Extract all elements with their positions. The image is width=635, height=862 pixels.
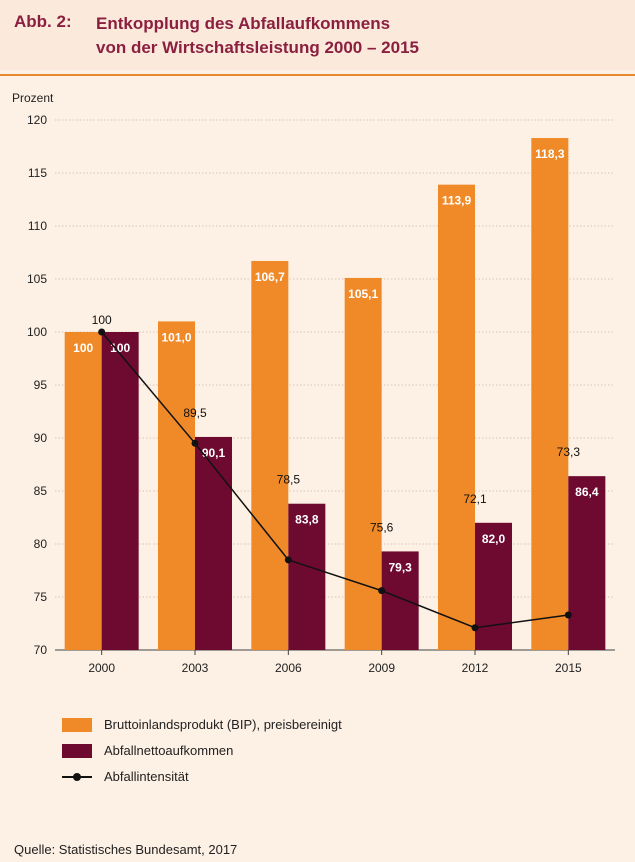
bar-label-bip: 105,1 [348,287,378,301]
title-rule [0,74,635,76]
y-tick-label: 70 [34,643,48,657]
point-intensitaet [378,587,386,595]
point-label-intensitaet: 78,5 [277,473,301,487]
bar-bip [64,332,102,650]
bar-label-bip: 100 [73,341,93,355]
bar-bip [344,277,382,650]
bar-line-chart: Prozent 70 75 80 85 90 95 100 105 110 115 120 2000 10… [12,91,615,675]
bar-bip [531,138,569,650]
legend-label-bip: Bruttoinlandsprodukt (BIP), preisbereini… [104,717,342,732]
bar-label-bip: 118,3 [535,147,565,161]
y-tick-label: 100 [27,325,47,339]
legend-item-bip: Bruttoinlandsprodukt (BIP), preisbereini… [60,712,342,738]
bar-abfall [568,476,606,650]
bar-label-abfall: 100 [110,341,130,355]
point-intensitaet [98,328,106,336]
legend: Bruttoinlandsprodukt (BIP), preisbereini… [60,712,342,790]
bar-abfall [288,503,326,650]
bar-abfall [101,332,139,650]
chart-title-line-2: von der Wirtschaftsleistung 2000 – 2015 [96,38,419,57]
bar-label-abfall: 82,0 [482,532,506,546]
y-tick-label: 90 [34,431,48,445]
bar-abfall [195,436,232,650]
y-tick-label: 105 [27,272,47,286]
header-band [0,0,635,70]
point-label-intensitaet: 89,5 [183,406,207,420]
figure-label: Abb. 2: [14,12,72,31]
point-label-intensitaet: 100 [92,313,112,327]
point-intensitaet [284,556,292,564]
y-tick-label: 95 [34,378,48,392]
bar-abfall [475,522,512,650]
bar-bip [158,321,195,650]
source-note: Quelle: Statistisches Bundesamt, 2017 [14,842,238,857]
x-tick-label: 2000 [88,661,115,675]
bar-label-abfall: 79,3 [388,560,412,574]
chart-title: Entkopplung des Abfallaufkommens von der… [96,12,419,60]
point-label-intensitaet: 73,3 [557,445,581,459]
legend-label-abfall: Abfallnettoaufkommen [104,743,234,758]
legend-line-key [62,773,92,781]
point-label-intensitaet: 75,6 [370,520,394,534]
point-intensitaet [564,611,572,619]
y-tick-label: 110 [28,219,47,233]
bar-abfall [381,551,419,650]
bar-label-abfall: 90,1 [202,446,226,460]
legend-label-intensitaet: Abfallintensität [104,769,189,784]
x-tick-label: 2015 [555,661,582,675]
y-axis-title: Prozent [12,91,54,105]
legend-swatch-abfall [62,744,92,758]
point-intensitaet [191,439,199,447]
bar-bip [438,184,475,650]
bar-label-bip: 101,0 [161,330,191,344]
x-tick-label: 2003 [182,661,209,675]
x-tick-label: 2012 [462,661,489,675]
x-tick-label: 2009 [368,661,395,675]
y-tick-label: 80 [34,537,48,551]
y-tick-label: 115 [28,166,47,180]
line-intensitaet [101,331,569,629]
legend-item-intensitaet: Abfallintensität [60,764,342,790]
point-label-intensitaet: 72,1 [463,492,487,506]
chart-title-line-1: Entkopplung des Abfallaufkommens [96,14,391,33]
bar-bip [251,260,289,650]
bar-label-abfall: 83,8 [295,513,319,527]
legend-item-abfall: Abfallnettoaufkommen [60,738,342,764]
bar-label-bip: 106,7 [255,270,285,284]
bar-label-bip: 113,9 [442,194,472,208]
point-intensitaet [471,624,479,632]
legend-swatch-bip [62,718,92,732]
y-tick-label: 120 [27,113,47,127]
bar-label-abfall: 86,4 [575,485,599,499]
y-tick-label: 85 [34,484,48,498]
x-tick-label: 2006 [275,661,302,675]
y-tick-label: 75 [34,590,48,604]
